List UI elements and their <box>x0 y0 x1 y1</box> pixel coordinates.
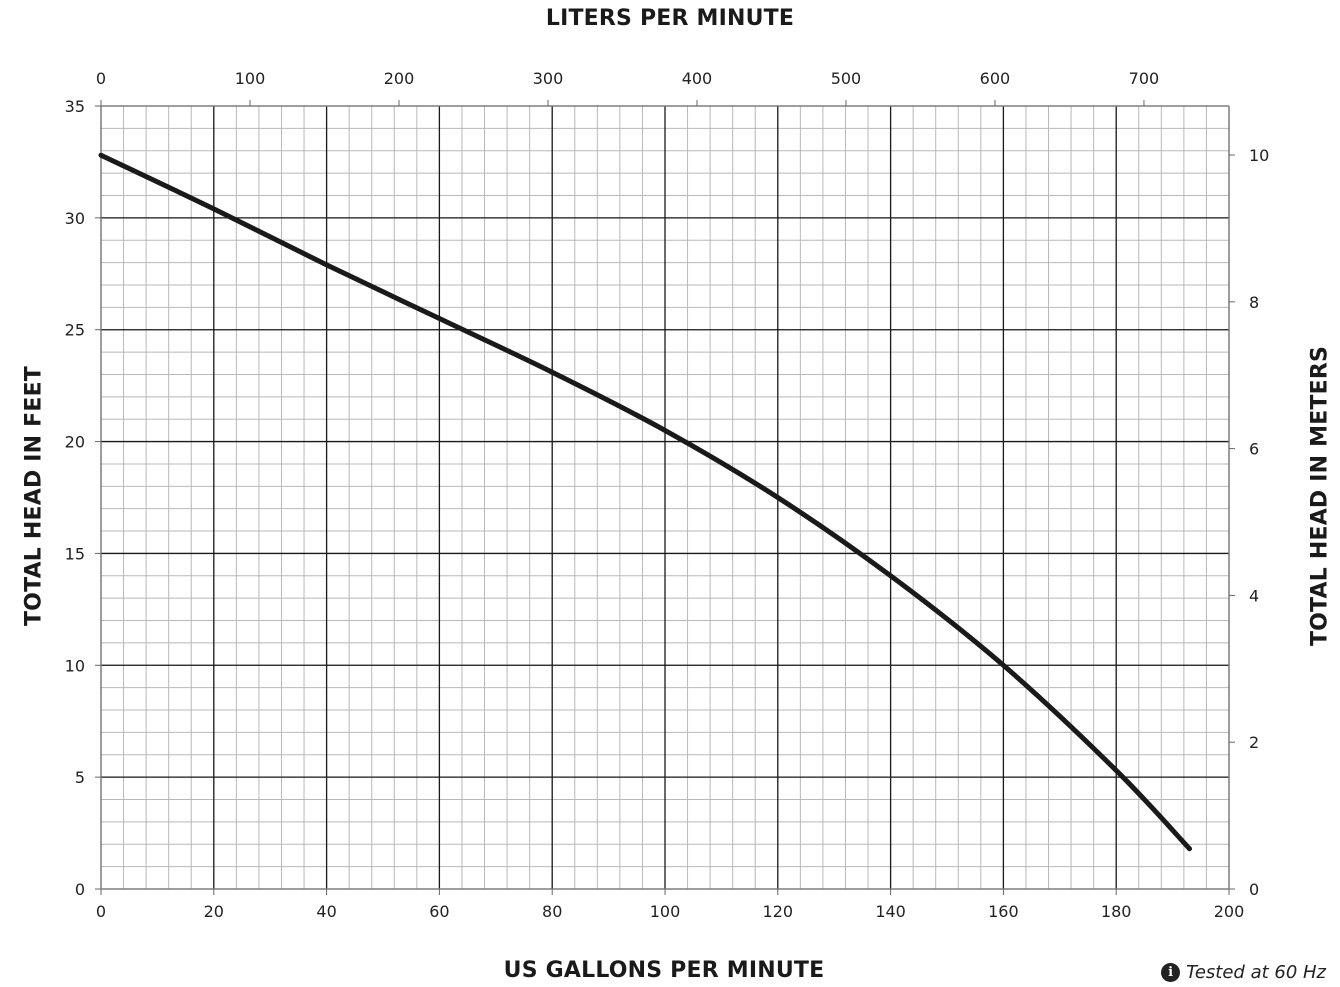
x-tick-label: 40 <box>316 902 336 921</box>
x-tick-label: 80 <box>542 902 562 921</box>
right-tick-label: 10 <box>1249 146 1269 165</box>
right-tick-label: 8 <box>1249 293 1259 312</box>
top-tick-label: 600 <box>980 69 1011 88</box>
top-tick-label: 700 <box>1129 69 1160 88</box>
y-tick-label: 20 <box>65 433 85 452</box>
top-tick-label: 400 <box>682 69 713 88</box>
x-tick-label: 200 <box>1214 902 1245 921</box>
x-tick-label: 120 <box>763 902 794 921</box>
y-tick-label: 25 <box>65 321 85 340</box>
top-tick-label: 0 <box>96 69 106 88</box>
x-tick-label: 60 <box>429 902 449 921</box>
major-grid <box>100 105 1230 890</box>
top-axis-title: LITERS PER MINUTE <box>545 6 795 31</box>
y-tick-label: 5 <box>75 768 85 787</box>
info-icon: i <box>1161 963 1181 982</box>
y-tick-label: 10 <box>65 656 85 675</box>
test-note: i Tested at 60 Hz <box>1161 962 1326 983</box>
y-tick-label: 35 <box>65 97 85 116</box>
performance-curve <box>98 152 1193 852</box>
y-tick-label: 0 <box>75 880 85 899</box>
test-note-text: Tested at 60 Hz <box>1186 962 1326 983</box>
top-tick-label: 200 <box>384 69 415 88</box>
y-tick-label: 30 <box>65 209 85 228</box>
top-tick-label: 300 <box>533 69 564 88</box>
right-tick-label: 2 <box>1249 733 1259 752</box>
x-tick-label: 140 <box>875 902 906 921</box>
y-axis-title: TOTAL HEAD IN FEET <box>21 365 47 627</box>
right-axis-title: TOTAL HEAD IN METERS <box>1307 345 1333 647</box>
right-tick-label: 6 <box>1249 440 1259 459</box>
top-tick-label: 100 <box>235 69 266 88</box>
x-tick-label: 0 <box>96 902 106 921</box>
axis-ticks: 0 20 40 60 80 100 120 140 160 180 2000510152025303… <box>65 69 1270 921</box>
x-axis-title: US GALLONS PER MINUTE <box>503 958 825 983</box>
right-tick-label: 4 <box>1249 586 1259 605</box>
x-tick-label: 160 <box>988 902 1019 921</box>
x-tick-label: 180 <box>1101 902 1132 921</box>
x-tick-label: 20 <box>204 902 224 921</box>
x-tick-label: 100 <box>650 902 681 921</box>
y-tick-label: 15 <box>65 544 85 563</box>
right-tick-label: 0 <box>1249 880 1259 899</box>
top-tick-label: 500 <box>831 69 862 88</box>
